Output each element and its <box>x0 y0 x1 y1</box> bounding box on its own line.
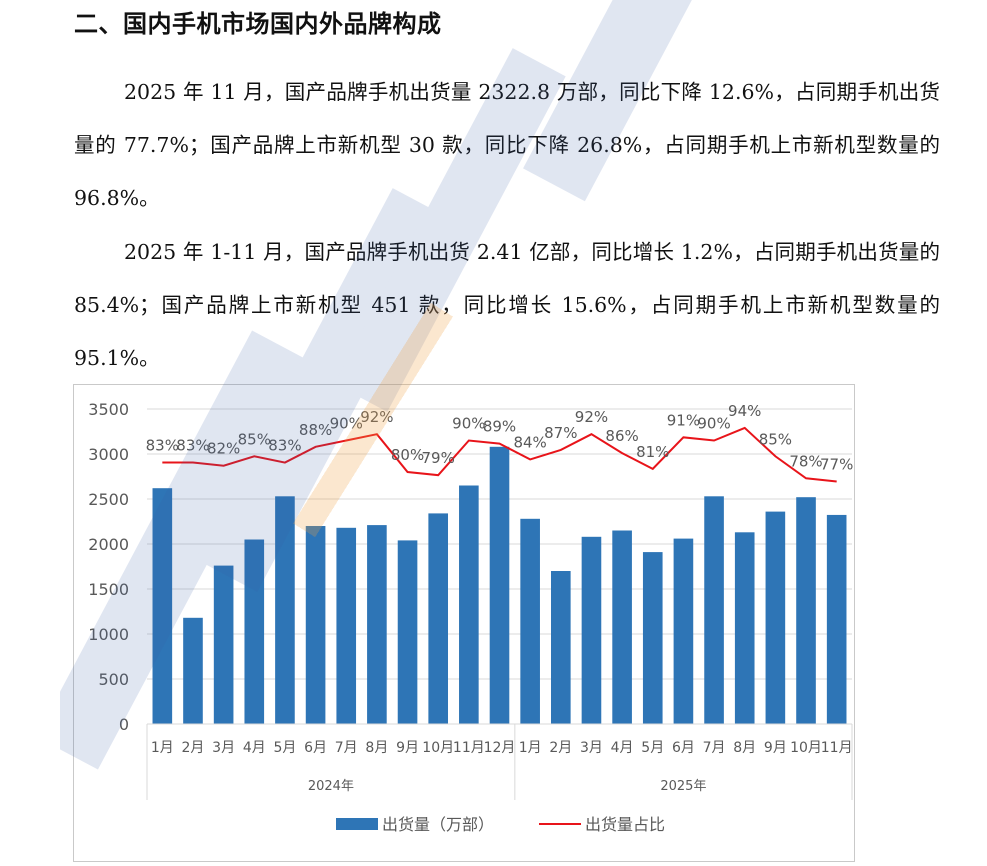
line-data-label: 83% <box>268 437 301 455</box>
x-tick-label: 1月 <box>519 740 542 756</box>
legend: 出货量（万部） 出货量占比 <box>336 815 665 834</box>
x-tick-label: 2月 <box>182 740 205 756</box>
bar <box>673 538 694 724</box>
line-data-label: 89% <box>483 418 516 436</box>
line-data-label: 91% <box>667 411 700 429</box>
bar <box>765 511 786 724</box>
x-tick-label: 1月 <box>151 740 174 756</box>
line-data-label: 81% <box>636 443 669 461</box>
y-left-tick-label: 1000 <box>88 625 129 644</box>
bar <box>489 446 510 724</box>
x-tick-label: 9月 <box>764 740 787 756</box>
y-left-tick-label: 2000 <box>88 535 129 554</box>
x-tick-label: 10月 <box>422 740 454 756</box>
bar <box>612 530 632 724</box>
bar <box>336 527 357 724</box>
bar <box>704 496 724 724</box>
line-data-label: 78% <box>789 452 822 470</box>
bar <box>183 617 203 724</box>
line-layer <box>162 426 837 483</box>
x-tick-label: 4月 <box>243 740 266 756</box>
x-tick-label: 5月 <box>641 740 664 756</box>
line-data-label: 77% <box>820 455 853 473</box>
bar <box>213 565 234 724</box>
bar <box>796 497 816 724</box>
bar <box>152 488 173 724</box>
line-data-label: 92% <box>575 408 608 426</box>
x-tick-label: 5月 <box>273 740 296 756</box>
x-tick-label: 10月 <box>790 740 822 756</box>
x-tick-label: 7月 <box>703 740 726 756</box>
legend-bar-swatch <box>336 818 378 830</box>
line-data-label: 84% <box>513 433 546 451</box>
y-left-tick-label: 1500 <box>88 580 129 599</box>
legend-line-label: 出货量占比 <box>585 815 665 834</box>
line-data-label: 83% <box>146 437 179 455</box>
share-line <box>162 426 837 483</box>
line-data-label: 90% <box>452 415 485 433</box>
x-tick-label: 12月 <box>484 740 516 756</box>
combo-chart: 83%83%82%85%83%88%90%92%80%79%90%89%84%8… <box>88 400 911 834</box>
bar <box>397 540 418 724</box>
legend-bar-label: 出货量（万部） <box>382 815 494 834</box>
y-left-tick-label: 500 <box>98 670 129 689</box>
line-label-layer: 83%83%82%85%83%88%90%92%80%79%90%89%84%8… <box>146 402 854 474</box>
bar <box>642 552 663 724</box>
line-data-label: 85% <box>238 430 271 448</box>
line-data-label: 79% <box>422 449 455 467</box>
bar <box>305 526 326 724</box>
x-tick-label: 11月 <box>821 740 853 756</box>
bar <box>520 518 540 724</box>
line-data-label: 90% <box>697 415 730 433</box>
line-data-label: 85% <box>759 430 792 448</box>
y-left-tick-label: 0 <box>119 715 129 734</box>
line-data-label: 87% <box>544 424 577 442</box>
bar <box>459 485 479 724</box>
line-data-label: 92% <box>360 408 393 426</box>
bar <box>581 536 602 724</box>
x-tick-label: 4月 <box>611 740 634 756</box>
x-tick-label: 7月 <box>335 740 358 756</box>
x-tick-label: 3月 <box>580 740 603 756</box>
x-tick-label: 11月 <box>453 740 485 756</box>
line-data-label: 94% <box>728 402 761 420</box>
paragraph-jan-nov: 2025 年 1-11 月，国产品牌手机出货 2.41 亿部，同比增长 1.2%… <box>74 240 940 370</box>
bar <box>734 532 755 724</box>
bar <box>428 513 449 724</box>
line-data-label: 80% <box>391 446 424 464</box>
x-tick-label: 8月 <box>733 740 756 756</box>
x-tick-label: 6月 <box>672 740 695 756</box>
group-label: 2025年 <box>660 779 706 794</box>
section-heading: 二、国内手机市场国内外品牌构成 <box>74 10 442 38</box>
y-left-tick-label: 3500 <box>88 400 129 419</box>
x-tick-label: 8月 <box>365 740 388 756</box>
bar <box>550 571 571 724</box>
line-data-label: 83% <box>176 437 209 455</box>
x-tick-label: 2月 <box>549 740 572 756</box>
paragraph-november: 2025 年 11 月，国产品牌手机出货量 2322.8 万部，同比下降 12.… <box>74 80 940 210</box>
line-data-label: 88% <box>299 421 332 439</box>
y-left-tick-label: 2500 <box>88 490 129 509</box>
bar <box>367 525 387 724</box>
line-data-label: 90% <box>330 415 363 433</box>
bar <box>244 539 265 724</box>
bar <box>275 496 295 724</box>
x-tick-label: 9月 <box>396 740 419 756</box>
line-data-label: 86% <box>605 427 638 445</box>
x-tick-label: 3月 <box>212 740 235 756</box>
bar-layer <box>152 446 847 724</box>
chart-frame: 83% 83% 82% 85% 83% 88% 90% 92% 80% 79% 90% 89% 84% 8… <box>73 384 912 862</box>
y-left-tick-label: 3000 <box>88 445 129 464</box>
group-label: 2024年 <box>308 779 354 794</box>
bar <box>826 514 847 724</box>
line-data-label: 82% <box>207 440 240 458</box>
x-tick-label: 6月 <box>304 740 327 756</box>
